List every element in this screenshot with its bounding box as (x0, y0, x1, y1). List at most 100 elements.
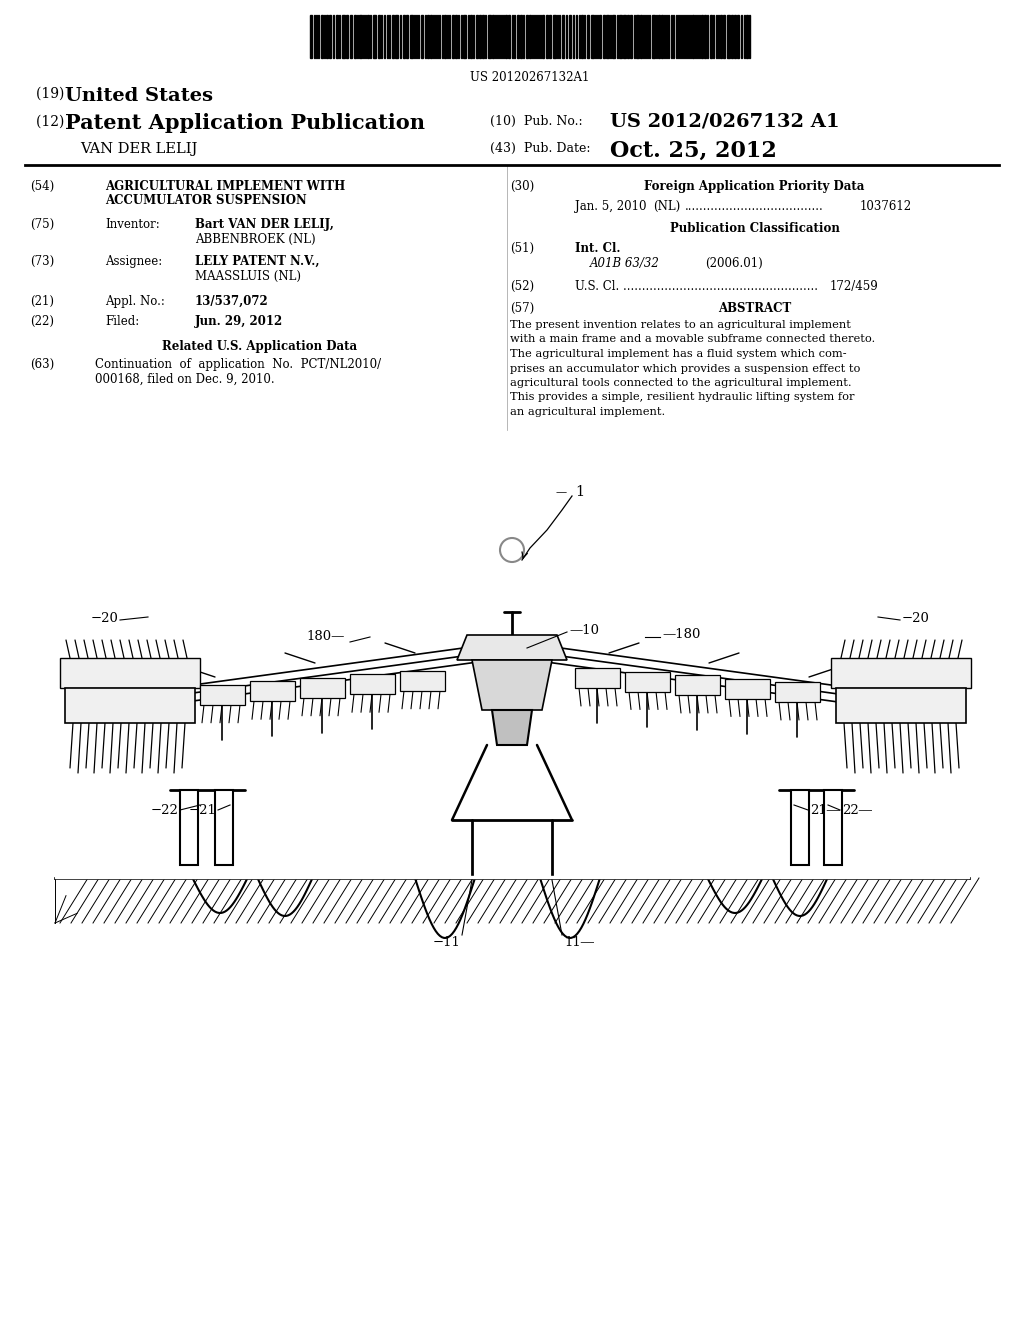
Polygon shape (708, 878, 763, 913)
Bar (400, 671, 445, 690)
Bar (636, 15, 639, 58)
Bar (215, 789, 233, 865)
Bar (652, 15, 655, 58)
Text: Foreign Application Priority Data: Foreign Application Priority Data (644, 180, 864, 193)
Bar (476, 15, 478, 58)
Bar (403, 15, 406, 58)
Bar (662, 15, 663, 58)
Bar (342, 15, 345, 58)
Bar (526, 15, 528, 58)
Text: 22―: 22― (842, 804, 872, 817)
Text: (21): (21) (30, 294, 54, 308)
Text: Appl. No.:: Appl. No.: (105, 294, 165, 308)
Bar (300, 677, 345, 698)
Bar (542, 15, 544, 58)
Bar (618, 15, 622, 58)
Text: ABSTRACT: ABSTRACT (718, 302, 792, 315)
Bar (65, 688, 195, 723)
Bar (705, 15, 706, 58)
Text: agricultural tools connected to the agricultural implement.: agricultural tools connected to the agri… (510, 378, 852, 388)
Text: (54): (54) (30, 180, 54, 193)
Bar (824, 789, 842, 865)
Bar (553, 15, 556, 58)
Bar (326, 15, 328, 58)
Bar (836, 688, 966, 723)
Bar (470, 15, 472, 58)
Bar (549, 15, 551, 58)
Text: Continuation  of  application  No.  PCT/NL2010/: Continuation of application No. PCT/NL20… (95, 358, 381, 371)
Text: (30): (30) (510, 180, 535, 193)
Text: —: — (556, 487, 567, 498)
Bar (731, 15, 733, 58)
Text: This provides a simple, resilient hydraulic lifting system for: This provides a simple, resilient hydrau… (510, 392, 854, 403)
Text: LELY PATENT N.V.,: LELY PATENT N.V., (195, 255, 319, 268)
Polygon shape (193, 878, 248, 913)
Text: (63): (63) (30, 358, 54, 371)
Bar (200, 685, 245, 705)
Bar (775, 682, 820, 702)
Text: with a main frame and a movable subframe connected thereto.: with a main frame and a movable subframe… (510, 334, 876, 345)
Text: US 2012/0267132 A1: US 2012/0267132 A1 (610, 114, 840, 131)
Bar (346, 15, 348, 58)
Bar (640, 15, 642, 58)
Bar (359, 15, 362, 58)
Bar (329, 15, 331, 58)
Polygon shape (257, 878, 312, 916)
Text: —10: —10 (569, 623, 599, 636)
Text: MAASSLUIS (NL): MAASSLUIS (NL) (195, 269, 301, 282)
Bar (606, 15, 609, 58)
Text: an agricultural implement.: an agricultural implement. (510, 407, 666, 417)
Bar (427, 15, 429, 58)
Bar (723, 15, 725, 58)
Bar (575, 668, 620, 688)
Text: −20: −20 (902, 611, 930, 624)
Bar (734, 15, 736, 58)
Bar (492, 15, 494, 58)
Text: Assignee:: Assignee: (105, 255, 162, 268)
Bar (831, 657, 971, 688)
Bar (505, 15, 507, 58)
Text: (10)  Pub. No.:: (10) Pub. No.: (490, 115, 583, 128)
Polygon shape (492, 710, 532, 744)
Bar (406, 15, 408, 58)
Text: Filed:: Filed: (105, 315, 139, 327)
Text: (NL): (NL) (653, 201, 680, 213)
Text: (43)  Pub. Date:: (43) Pub. Date: (490, 143, 591, 154)
Bar (710, 15, 712, 58)
Text: (22): (22) (30, 315, 54, 327)
Bar (336, 15, 338, 58)
Polygon shape (415, 878, 475, 939)
Bar (482, 15, 484, 58)
Bar (180, 789, 198, 865)
Bar (581, 15, 583, 58)
Bar (250, 681, 295, 701)
Bar (463, 15, 466, 58)
Bar (529, 15, 531, 58)
Bar (354, 15, 356, 58)
Polygon shape (472, 660, 552, 710)
Text: Inventor:: Inventor: (105, 218, 160, 231)
Polygon shape (55, 876, 969, 878)
Text: Int. Cl.: Int. Cl. (575, 242, 621, 255)
Bar (692, 15, 694, 58)
Bar (737, 15, 739, 58)
Bar (546, 15, 548, 58)
Bar (599, 15, 601, 58)
Text: 180—: 180— (306, 631, 345, 644)
Text: −20: −20 (90, 611, 118, 624)
Text: ABBENBROEK (NL): ABBENBROEK (NL) (195, 232, 315, 246)
Text: Jun. 29, 2012: Jun. 29, 2012 (195, 315, 284, 327)
Text: —180: —180 (662, 627, 700, 640)
Text: The present invention relates to an agricultural implement: The present invention relates to an agri… (510, 319, 851, 330)
Bar (562, 15, 564, 58)
Polygon shape (457, 635, 567, 660)
Text: .....................................: ..................................... (685, 201, 823, 213)
Text: AGRICULTURAL IMPLEMENT WITH: AGRICULTURAL IMPLEMENT WITH (105, 180, 345, 193)
Polygon shape (540, 878, 600, 939)
Text: A01B 63/32: A01B 63/32 (590, 256, 659, 269)
Text: Jan. 5, 2010: Jan. 5, 2010 (575, 201, 646, 213)
Bar (627, 15, 629, 58)
Text: 11―: 11― (564, 936, 594, 949)
Bar (479, 15, 481, 58)
Text: (19): (19) (36, 87, 69, 102)
